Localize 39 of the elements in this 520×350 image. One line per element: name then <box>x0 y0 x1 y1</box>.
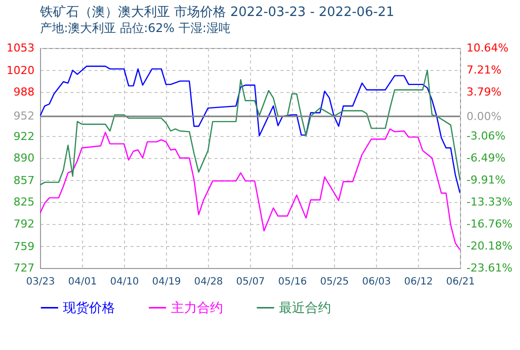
legend-label: 主力合约 <box>171 300 223 316</box>
x-tick-label: 05/16 <box>278 276 307 288</box>
x-tick-label: 04/19 <box>152 276 181 288</box>
y-tick-label: 792 <box>14 218 34 231</box>
y-tick-label: 727 <box>14 262 34 274</box>
y-tick-label: 952 <box>14 110 34 123</box>
y2-tick-label: -16.76% <box>466 218 512 230</box>
y-tick-label: 759 <box>14 240 34 253</box>
y-tick-label: 1053 <box>6 42 34 54</box>
y2-tick-label: 0.00% <box>466 110 502 123</box>
x-tick-label: 05/25 <box>320 276 349 288</box>
y2-tick-label: -20.18% <box>466 239 512 252</box>
line-series <box>40 128 460 250</box>
y2-tick-label: 3.79% <box>466 86 502 98</box>
x-tick-label: 05/07 <box>236 276 265 288</box>
y-tick-label: 825 <box>14 195 34 208</box>
x-tick-label: 04/10 <box>110 276 139 288</box>
y-tick-label: 988 <box>14 85 34 98</box>
x-tick-label: 04/01 <box>68 276 97 288</box>
y-tick-label: 1020 <box>6 64 34 77</box>
x-tick-label: 06/12 <box>404 276 433 288</box>
y2-tick-label: -23.61% <box>466 262 512 274</box>
legend-label: 现货价格 <box>63 300 115 316</box>
y2-tick-label: 7.21% <box>466 64 502 77</box>
y2-tick-label: -9.91% <box>466 174 506 186</box>
y2-tick-label: -6.49% <box>466 152 506 165</box>
legend-label: 最近合约 <box>279 300 331 316</box>
chart-subtitle: 产地:澳大利亚 品位:62% 干湿:湿吨 <box>40 21 230 35</box>
x-tick-label: 06/21 <box>446 276 475 288</box>
x-tick-label: 04/28 <box>194 276 223 288</box>
y-tick-label: 857 <box>14 174 34 187</box>
y2-tick-label: -3.06% <box>466 130 506 142</box>
chart-title: 铁矿石（澳）澳大利亚 市场价格 2022-03-23 - 2022-06-21 <box>39 5 394 20</box>
y2-tick-label: 10.64% <box>466 42 508 54</box>
y-tick-label: 922 <box>14 130 34 143</box>
y-tick-label: 890 <box>14 152 34 164</box>
x-tick-label: 03/23 <box>26 276 55 288</box>
y2-tick-label: -13.33% <box>466 195 512 208</box>
x-tick-label: 06/03 <box>362 276 391 288</box>
